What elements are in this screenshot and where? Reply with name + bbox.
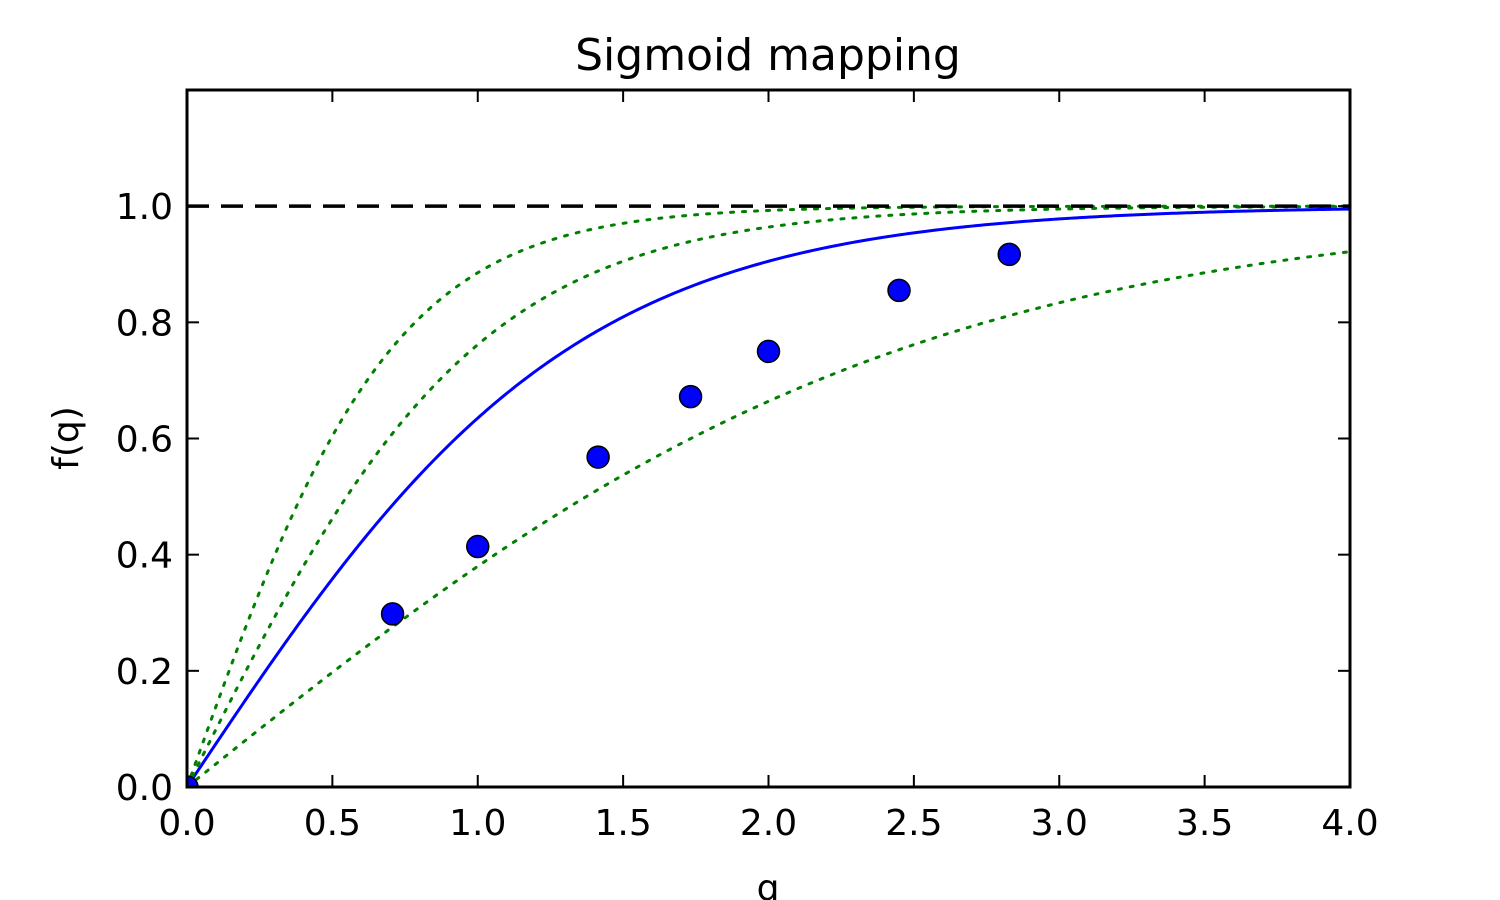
data-point [887, 278, 911, 303]
x-tick-label: 3.0 [1031, 803, 1088, 844]
x-tick-label: 4.0 [1321, 803, 1378, 844]
data-point [997, 242, 1021, 267]
x-tick-label: 0.0 [158, 803, 215, 844]
series-line-2 [187, 205, 1350, 787]
y-tick-label: 1.0 [116, 187, 173, 228]
y-tick-label: 0.6 [116, 420, 173, 461]
data-point [466, 534, 490, 559]
data-point [187, 775, 199, 787]
series-line-1 [187, 250, 1350, 787]
chart-title: Sigmoid mapping [575, 30, 961, 81]
x-axis-label: q [757, 868, 780, 900]
data-point [756, 339, 781, 364]
series-line-3 [187, 204, 1350, 787]
y-tick-label: 0.4 [116, 536, 173, 577]
plot-area: 0.0 0.5 1.0 1.5 2.0 2.5 3.0 3.5 4.0 0.0 0.2 0.4 0.6 0… [116, 88, 1379, 844]
series-line-0 [187, 207, 1350, 787]
data-point [586, 445, 610, 469]
y-tick-label: 0.2 [116, 652, 173, 693]
x-tick-label: 3.5 [1176, 803, 1233, 844]
x-tick-label: 0.5 [304, 803, 361, 844]
x-tick-label: 2.5 [885, 803, 942, 844]
y-axis-label: f(q) [46, 406, 87, 470]
y-tick-label: 0.0 [116, 768, 173, 809]
data-point [380, 602, 405, 626]
x-tick-label: 2.0 [740, 803, 797, 844]
x-tick-label: 1.0 [449, 803, 506, 844]
plot-frame [185, 88, 1352, 789]
y-tick-label: 0.8 [116, 303, 173, 344]
x-tick-label: 1.5 [594, 803, 651, 844]
series-group [187, 204, 1350, 787]
data-point [678, 384, 703, 409]
